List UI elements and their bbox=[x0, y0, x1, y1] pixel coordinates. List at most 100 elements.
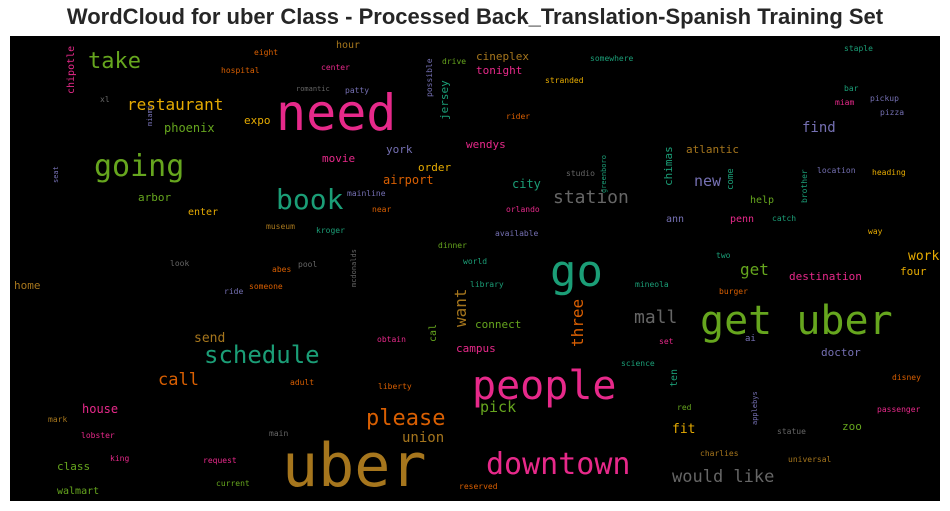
word-fit: fit bbox=[672, 422, 695, 437]
word-studio: studio bbox=[566, 169, 595, 178]
word-look: look bbox=[170, 259, 189, 268]
word-charlies: charlies bbox=[700, 449, 739, 458]
word-three: three bbox=[568, 299, 587, 347]
word-go: go bbox=[550, 246, 603, 297]
word-applebys: applebys bbox=[751, 391, 759, 425]
word-order: order bbox=[418, 161, 451, 174]
word-pizza: pizza bbox=[880, 108, 904, 117]
word-universal: universal bbox=[788, 455, 832, 464]
word-eight: eight bbox=[254, 48, 278, 57]
word-need: need bbox=[276, 84, 396, 142]
word-mainline: mainline bbox=[347, 189, 386, 198]
word-liberty: liberty bbox=[378, 382, 412, 391]
word-statue: statue bbox=[777, 427, 806, 436]
word-pick: pick bbox=[480, 398, 516, 416]
word-kroger: kroger bbox=[316, 226, 345, 235]
word-current: current bbox=[216, 479, 250, 488]
word-phoenix: phoenix bbox=[164, 121, 215, 135]
word-help: help bbox=[750, 195, 774, 206]
word-get: get bbox=[740, 260, 769, 279]
word-movie: movie bbox=[322, 152, 355, 165]
word-center: center bbox=[321, 63, 350, 72]
word-stranded: stranded bbox=[545, 76, 584, 85]
word-tonight: tonight bbox=[476, 64, 522, 77]
word-passenger: passenger bbox=[877, 405, 921, 414]
word-schedule: schedule bbox=[204, 341, 320, 369]
word-wendys: wendys bbox=[466, 138, 506, 151]
word-reserved: reserved bbox=[459, 482, 498, 491]
word-catch: catch bbox=[772, 214, 796, 223]
word-disney: disney bbox=[892, 373, 921, 382]
word-york: york bbox=[386, 143, 413, 156]
word-chipotle: chipotle bbox=[66, 46, 77, 94]
word-abes: abes bbox=[272, 265, 291, 274]
word-destination: destination bbox=[789, 270, 862, 283]
word-penn: penn bbox=[730, 214, 754, 225]
word-new: new bbox=[694, 172, 722, 190]
word-work: work bbox=[908, 249, 939, 264]
word-somewhere: somewhere bbox=[590, 54, 634, 63]
word-get-uber: get uber bbox=[700, 298, 893, 344]
word-want: want bbox=[451, 288, 470, 327]
word-mark: mark bbox=[48, 415, 67, 424]
word-hour: hour bbox=[336, 40, 360, 51]
word-please: please bbox=[366, 406, 445, 431]
word-near: near bbox=[372, 205, 391, 214]
word-four: four bbox=[900, 265, 927, 278]
word-request: request bbox=[203, 456, 237, 465]
word-obtain: obtain bbox=[377, 335, 406, 344]
word-cal: cal bbox=[428, 324, 439, 342]
word-class: class bbox=[57, 460, 90, 473]
word-burger: burger bbox=[719, 287, 748, 296]
word-library: library bbox=[470, 280, 504, 289]
word-going: going bbox=[94, 149, 184, 184]
word-dinner: dinner bbox=[438, 241, 467, 250]
word-ann: ann bbox=[666, 214, 684, 225]
word-museum: museum bbox=[266, 222, 295, 231]
word-brother: brother bbox=[800, 169, 809, 203]
word-seat: seat bbox=[52, 166, 60, 183]
word-someone: someone bbox=[249, 282, 283, 291]
word-set: set bbox=[659, 337, 674, 346]
word-enter: enter bbox=[188, 207, 218, 218]
word-adult: adult bbox=[290, 378, 314, 387]
word-house: house bbox=[82, 402, 118, 416]
word-uber: uber bbox=[282, 431, 427, 501]
word-expo: expo bbox=[244, 114, 271, 127]
word-mcdonalds: mcdonalds bbox=[350, 249, 358, 287]
word-hospital: hospital bbox=[221, 66, 260, 75]
word-find: find bbox=[802, 120, 836, 136]
word-romantic: romantic bbox=[296, 85, 330, 93]
word-jersey: jersey bbox=[438, 80, 451, 120]
word-pool: pool bbox=[298, 260, 317, 269]
word-king: king bbox=[110, 454, 129, 463]
word-send: send bbox=[194, 331, 225, 346]
word-call: call bbox=[158, 370, 199, 390]
word-campus: campus bbox=[456, 342, 496, 355]
word-mall: mall bbox=[634, 307, 677, 328]
word-bar: bar bbox=[844, 84, 859, 93]
word-red: red bbox=[677, 403, 692, 412]
word-way: way bbox=[868, 227, 883, 236]
word-downtown: downtown bbox=[486, 447, 631, 482]
word-location: location bbox=[817, 166, 856, 175]
word-city: city bbox=[512, 177, 541, 191]
word-people: people bbox=[472, 363, 617, 409]
word-possible: possible bbox=[425, 58, 434, 97]
word-ai: ai bbox=[745, 334, 756, 344]
word-staple: staple bbox=[844, 44, 873, 53]
word-station: station bbox=[553, 187, 629, 208]
word-mineola: mineola bbox=[635, 280, 669, 289]
word-science: science bbox=[621, 359, 655, 368]
word-home: home bbox=[14, 279, 41, 292]
word-ride: ride bbox=[224, 287, 243, 296]
word-orlando: orlando bbox=[506, 205, 540, 214]
word-restaurant: restaurant bbox=[127, 95, 223, 114]
word-atlantic: atlantic bbox=[686, 143, 739, 156]
word-arbor: arbor bbox=[138, 191, 171, 204]
word-connect: connect bbox=[475, 318, 521, 331]
word-available: available bbox=[495, 229, 539, 238]
word-two: two bbox=[716, 251, 731, 260]
word-book: book bbox=[276, 183, 344, 216]
word-come: come bbox=[726, 168, 736, 190]
